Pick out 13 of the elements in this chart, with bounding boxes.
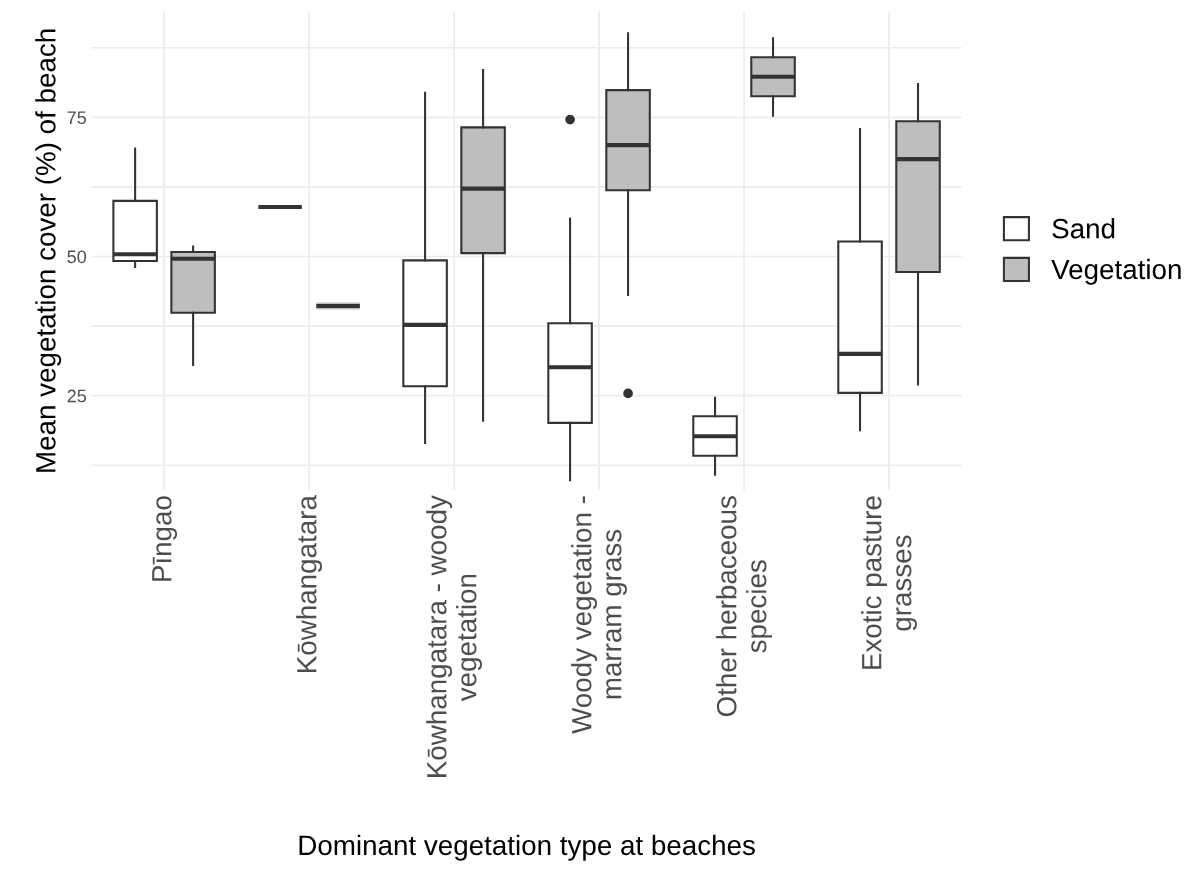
- y-tick-label: 75: [67, 111, 87, 125]
- x-axis-title: Dominant vegetation type at beaches: [299, 834, 755, 861]
- legend-label: Vegetation: [1051, 258, 1181, 285]
- x-tick-label: Woody vegetation - marram grass: [571, 496, 627, 734]
- x-tick-label: Pīngao: [152, 496, 178, 581]
- y-tick-label: 25: [67, 389, 87, 403]
- x-tick-label: Kōwhangatara - woody vegetation: [426, 495, 482, 777]
- x-tick-label: Exotic pasture grasses: [861, 496, 917, 669]
- legend-label: Sand: [1052, 218, 1115, 239]
- x-tick-label: Kōwhangatara: [296, 495, 323, 672]
- y-tick-label: 50: [67, 250, 87, 264]
- x-tick-label: Other herbaceous species: [716, 496, 772, 717]
- y-axis-title: Mean vegetation cover (%) of beach: [35, 29, 62, 472]
